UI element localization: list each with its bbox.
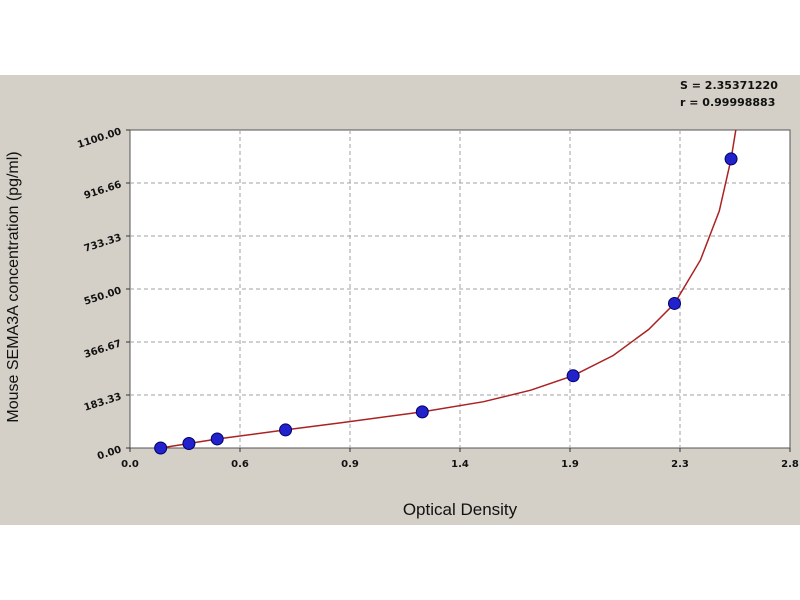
fit-stat-label: S = 2.35371220 <box>680 79 778 92</box>
y-tick-label: 733.33 <box>83 232 123 254</box>
x-axis-title: Optical Density <box>403 500 518 519</box>
y-axis-title: Mouse SEMA3A concentration (pg/ml) <box>5 151 22 422</box>
data-point <box>182 436 196 450</box>
fitted-curve <box>160 129 737 449</box>
x-tick-label: 0.9 <box>341 459 359 470</box>
data-point <box>724 152 738 166</box>
x-tick-label: 0.0 <box>121 459 139 470</box>
y-tick-label: 183.33 <box>83 391 123 413</box>
data-point <box>154 441 168 455</box>
x-tick-label: 1.4 <box>451 459 469 470</box>
data-point <box>566 369 580 383</box>
y-tick-label: 550.00 <box>83 285 123 307</box>
standard-curve-chart: 0.0 0.6 0.9 1.4 1.9 2.3 2.8 0.00 183.33 366.67 550… <box>5 79 799 519</box>
x-tick-label: 2.3 <box>671 459 689 470</box>
data-point <box>279 423 293 437</box>
fit-stat-label: r = 0.99998883 <box>680 96 775 109</box>
y-tick-label: 0.00 <box>96 444 123 462</box>
y-tick-label: 916.66 <box>83 179 123 201</box>
x-tick-label: 2.8 <box>781 459 799 470</box>
x-tick-label: 1.9 <box>561 459 579 470</box>
data-point <box>415 405 429 419</box>
data-point <box>668 296 681 310</box>
x-tick-label: 0.6 <box>231 459 249 470</box>
y-tick-label: 366.67 <box>83 338 123 360</box>
data-point <box>210 432 224 446</box>
y-tick-label: 1100.00 <box>76 126 123 151</box>
chart-panel: 0.0 0.6 0.9 1.4 1.9 2.3 2.8 0.00 183.33 366.67 550… <box>0 75 800 525</box>
